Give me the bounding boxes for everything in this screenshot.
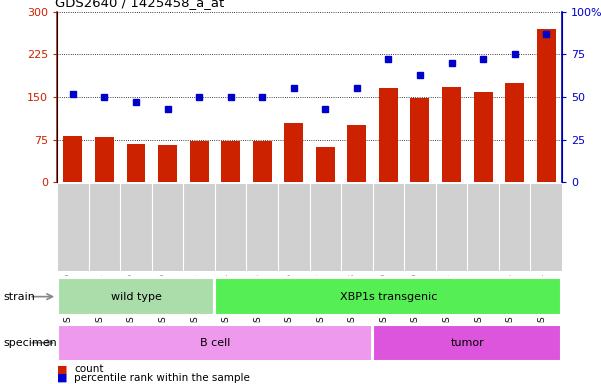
Text: B cell: B cell: [200, 338, 230, 348]
Text: wild type: wild type: [111, 291, 162, 302]
Bar: [316, 147, 335, 182]
Bar: [216, 278, 561, 315]
Bar: [58, 324, 372, 361]
Text: ■: ■: [57, 364, 67, 374]
Bar: [347, 126, 367, 182]
Text: ■: ■: [57, 373, 67, 383]
Text: GDS2640 / 1425458_a_at: GDS2640 / 1425458_a_at: [55, 0, 224, 9]
Bar: [537, 28, 555, 182]
Bar: [379, 88, 398, 182]
Bar: [158, 146, 177, 182]
Bar: [373, 324, 561, 361]
Bar: [284, 122, 304, 182]
Text: specimen: specimen: [3, 338, 56, 348]
Bar: [505, 83, 524, 182]
Bar: [442, 87, 461, 182]
Text: strain: strain: [3, 291, 35, 302]
Bar: [221, 141, 240, 182]
Text: count: count: [74, 364, 103, 374]
Bar: [253, 141, 272, 182]
Bar: [410, 98, 429, 182]
Text: percentile rank within the sample: percentile rank within the sample: [74, 373, 250, 383]
Bar: [127, 144, 145, 182]
Bar: [64, 136, 82, 182]
Text: XBP1s transgenic: XBP1s transgenic: [340, 291, 437, 302]
Bar: [474, 93, 492, 182]
Text: tumor: tumor: [450, 338, 484, 348]
Bar: [58, 278, 214, 315]
Bar: [95, 137, 114, 182]
Bar: [190, 141, 209, 182]
